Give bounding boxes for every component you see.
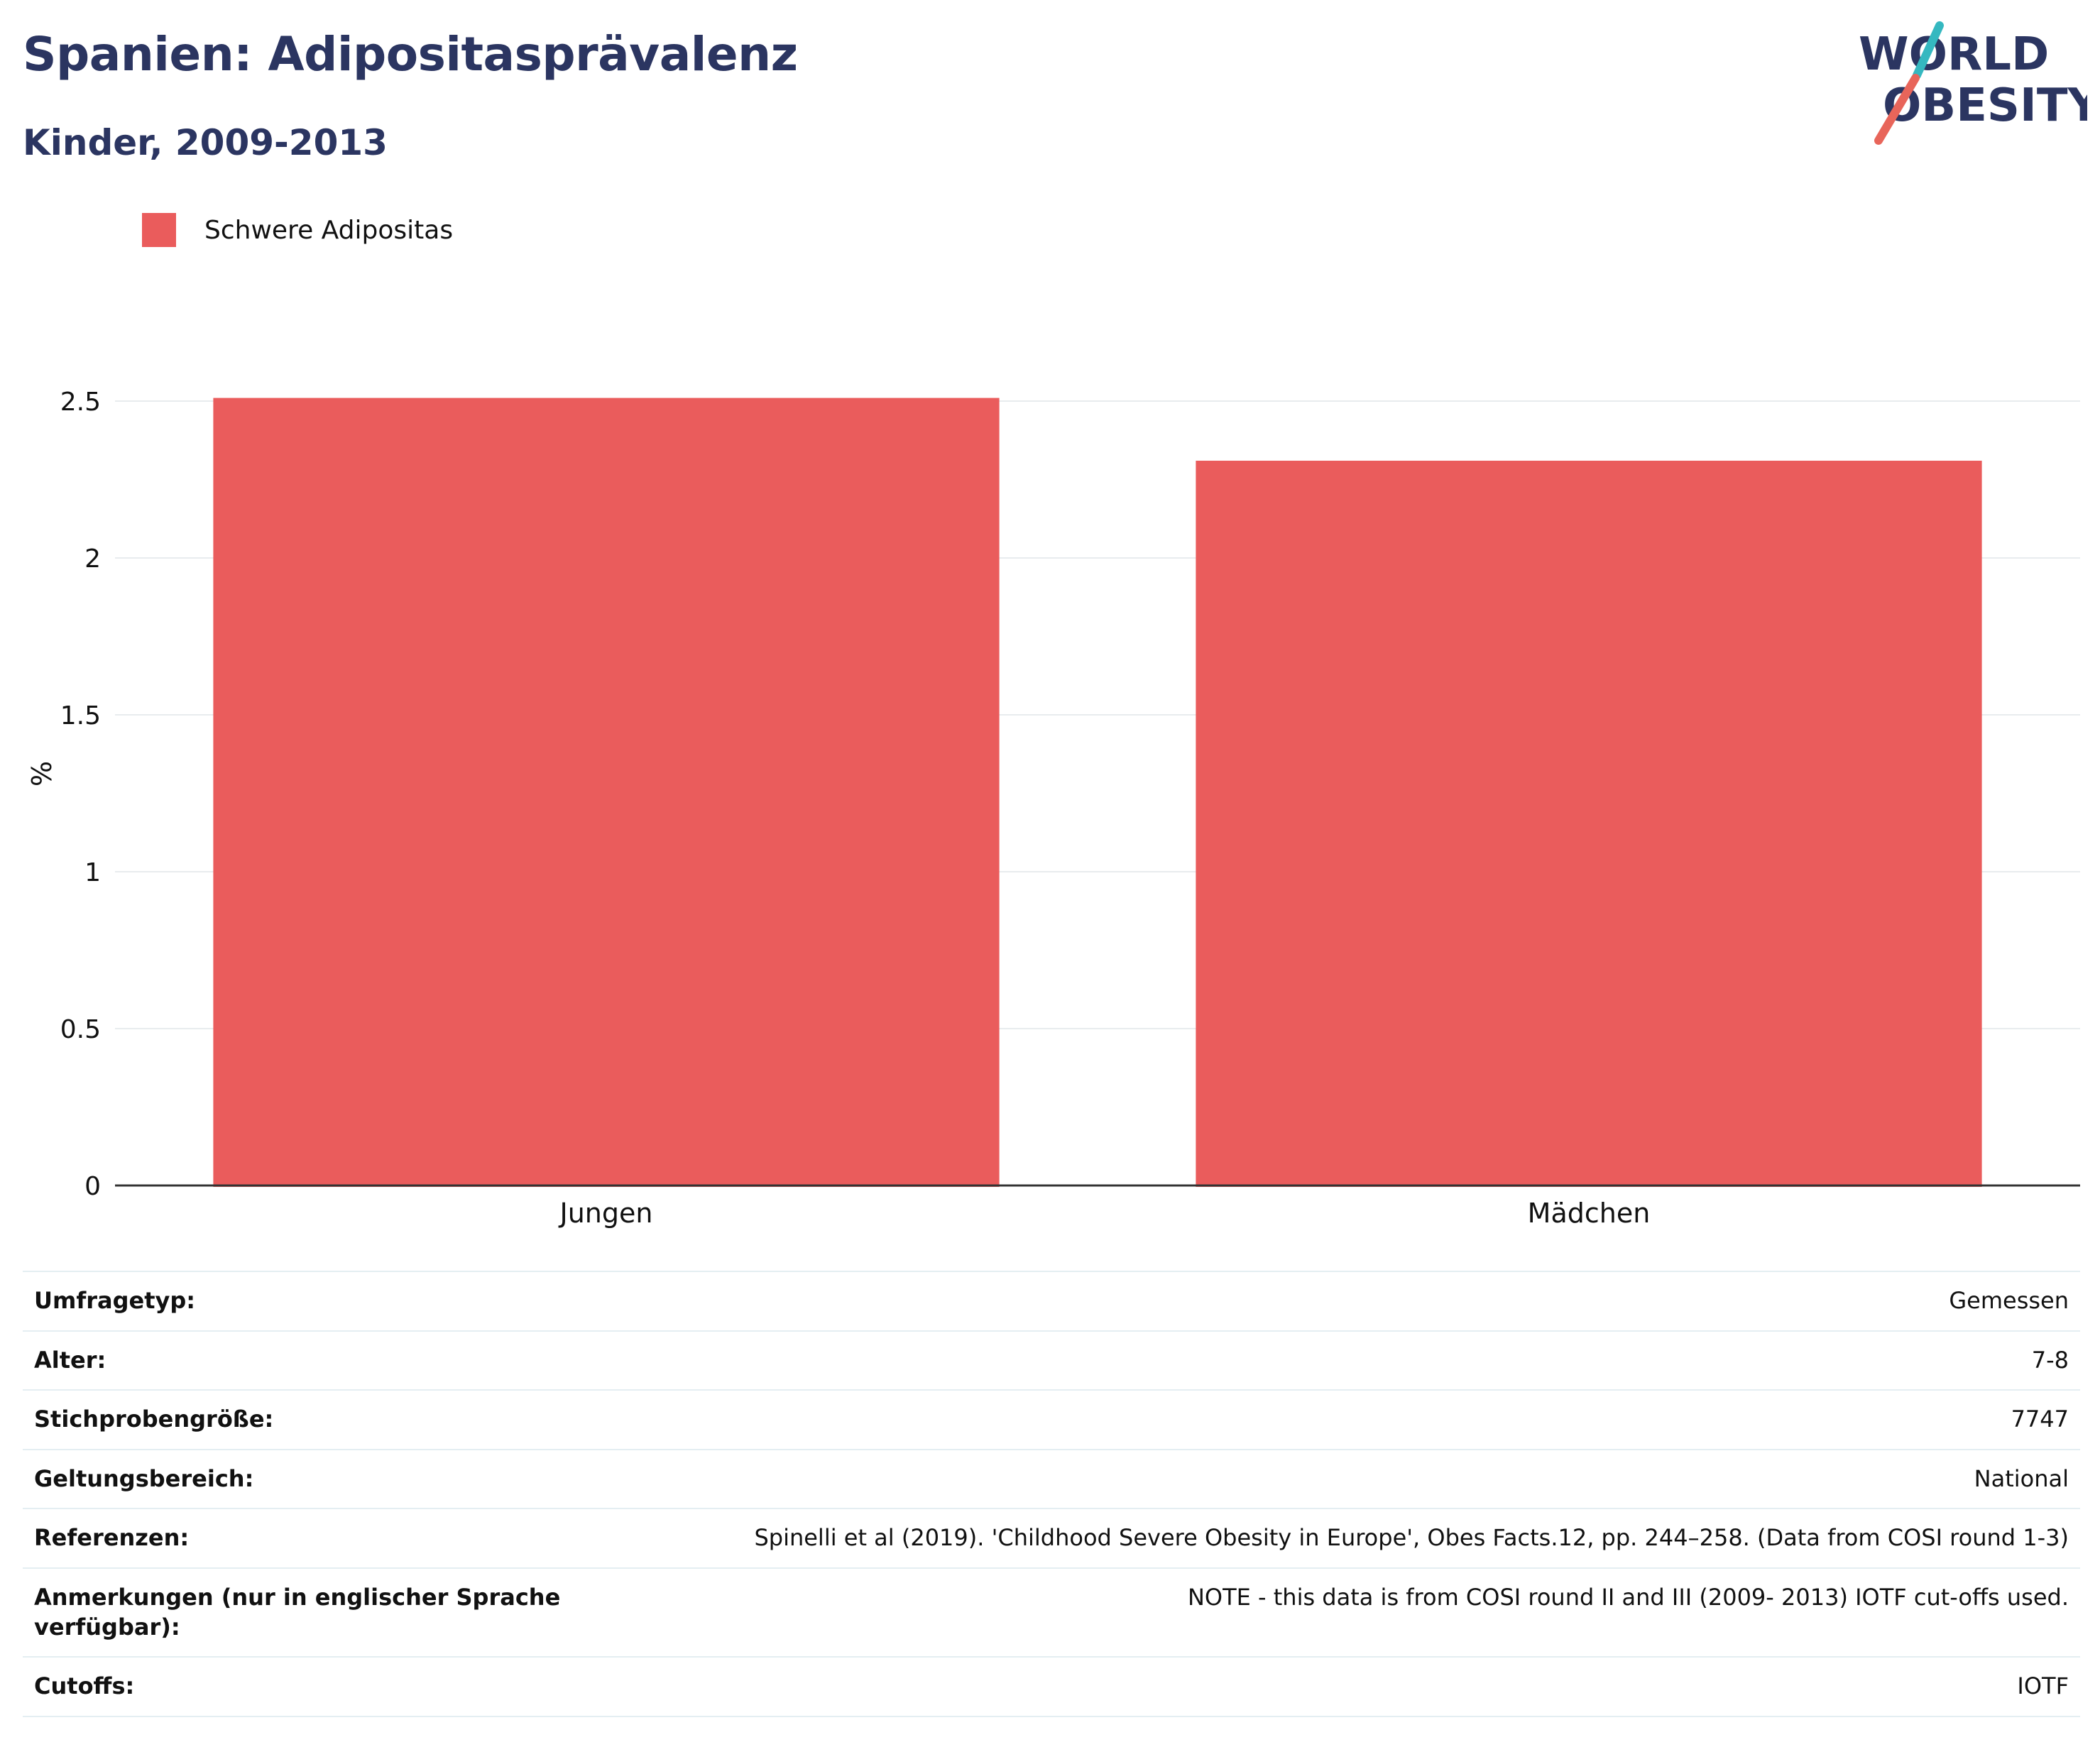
info-row: Cutoffs: IOTF <box>23 1657 2080 1716</box>
logo-slash-red <box>1874 74 1920 145</box>
bar-m-dchen[interactable] <box>1196 460 1982 1187</box>
info-value: 7-8 <box>2031 1346 2069 1374</box>
info-row: Geltungsbereich: National <box>23 1449 2080 1509</box>
y-tick-label: 2.5 <box>60 388 101 417</box>
chart-subtitle: Kinder, 2009-2013 <box>23 122 388 163</box>
y-tick-label: 0.5 <box>60 1015 101 1044</box>
info-value: 7747 <box>2011 1406 2069 1433</box>
info-value: NOTE - this data is from COSI round II a… <box>1187 1583 2069 1611</box>
info-row: Anmerkungen (nur in englischer Sprache v… <box>23 1567 2080 1657</box>
y-tick-label: 2 <box>84 544 101 574</box>
survey-info-table: Umfragetyp: Gemessen Alter: 7-8 Stichprobeng… <box>23 1271 2080 1717</box>
logo-line2: OBESITY <box>1883 80 2087 132</box>
info-label: Alter: <box>34 1346 106 1374</box>
legend-swatch <box>142 213 176 247</box>
legend[interactable]: Schwere Adipositas <box>142 212 453 248</box>
chart-title: Spanien: Adipositasprävalenz <box>23 27 798 82</box>
info-row: Referenzen: Spinelli et al (2019). 'Child… <box>23 1508 2080 1568</box>
info-value: Spinelli et al (2019). 'Childhood Severe… <box>754 1524 2069 1552</box>
info-row: Stichprobengröße: 7747 <box>23 1390 2080 1450</box>
y-tick-label: 1.5 <box>60 701 101 730</box>
x-tick-label: Mädchen <box>1528 1198 1651 1229</box>
axes: 0 0.5 1 1.5 2 2.5 Jungen Mädchen <box>60 388 2080 1229</box>
info-value: National <box>1974 1464 2069 1492</box>
y-axis-label: % <box>26 761 58 787</box>
world-obesity-logo: WORLD OBESITY <box>1859 21 2087 145</box>
y-tick-label: 0 <box>84 1172 101 1201</box>
bar-jungen[interactable] <box>213 398 1000 1187</box>
info-label: Geltungsbereich: <box>34 1464 254 1492</box>
bar-chart: 0 0.5 1 1.5 2 2.5 Jungen Mädchen % <box>26 388 2080 1229</box>
y-tick-label: 1 <box>84 858 101 887</box>
info-row: Alter: 7-8 <box>23 1330 2080 1391</box>
logo-slash-teal <box>1913 21 1944 80</box>
logo-line1: WORLD <box>1859 28 2049 81</box>
x-tick-label: Jungen <box>559 1198 653 1229</box>
info-label: Anmerkungen (nur in englischer Sprache v… <box>34 1583 561 1641</box>
info-label: Umfragetyp: <box>34 1287 196 1314</box>
info-label: Referenzen: <box>34 1524 190 1552</box>
bars <box>213 398 1982 1187</box>
info-value: IOTF <box>2017 1672 2069 1700</box>
info-row: Umfragetyp: Gemessen <box>23 1271 2080 1331</box>
info-label: Cutoffs: <box>34 1672 135 1700</box>
info-label: Stichprobengröße: <box>34 1406 274 1433</box>
legend-label: Schwere Adipositas <box>204 215 454 245</box>
info-value: Gemessen <box>1949 1287 2069 1314</box>
